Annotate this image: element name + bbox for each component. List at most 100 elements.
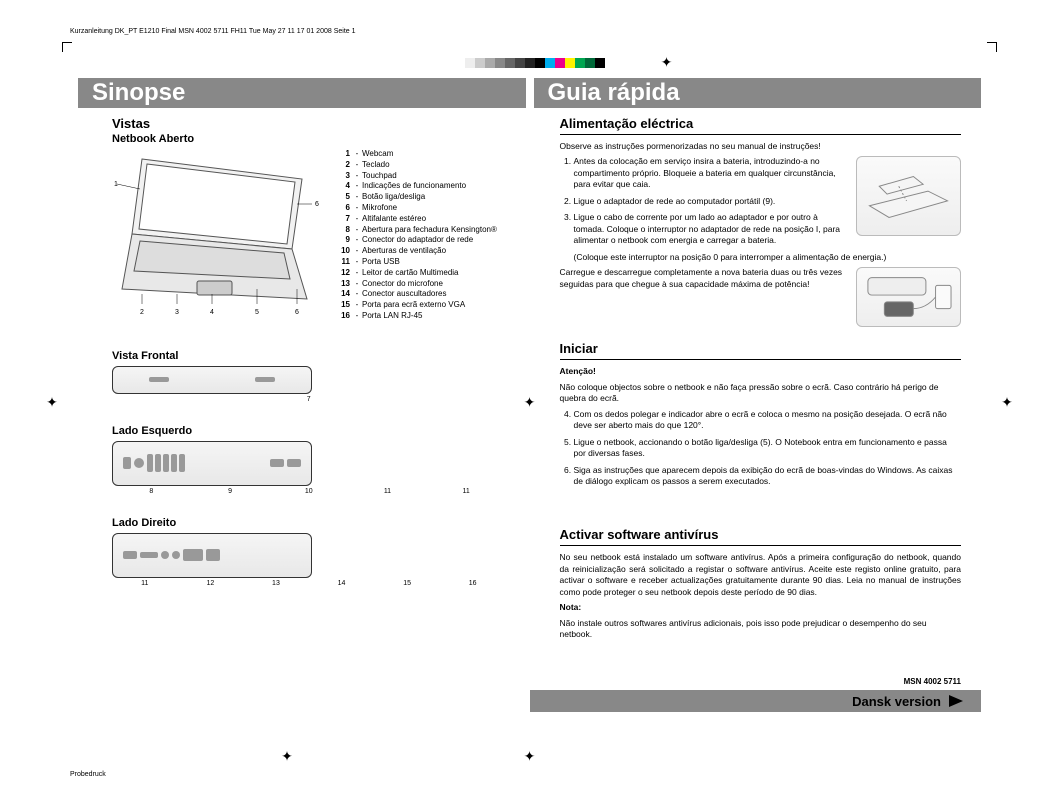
legend-row: 16-Porta LAN RJ-45 — [332, 311, 497, 322]
adapter-illustration — [856, 267, 961, 327]
section-heading: Vistas — [112, 116, 506, 131]
registration-mark-icon: ✦ — [523, 749, 537, 763]
svg-text:6: 6 — [315, 201, 319, 208]
legend-row: 9-Conector do adaptador de rede — [332, 235, 497, 246]
divider — [560, 134, 962, 135]
battery-insert-illustration — [856, 156, 961, 236]
sub-heading: Vista Frontal — [112, 350, 506, 362]
callout-number: 10 — [269, 488, 348, 495]
sub-heading: Netbook Aberto — [112, 133, 506, 145]
page-title: Sinopse — [92, 79, 185, 107]
legend-num: 7 — [332, 214, 352, 225]
step-item: Com os dedos polegar e indicador abre o … — [574, 409, 962, 432]
legend-row: 2-Teclado — [332, 160, 497, 171]
color-swatch — [585, 58, 595, 68]
title-bar-left: Sinopse — [78, 78, 526, 108]
arrow-right-icon — [949, 695, 963, 707]
left-side-illustration — [112, 441, 312, 486]
msn-code: MSN 4002 5711 — [904, 677, 961, 686]
legend-label: Porta USB — [362, 257, 497, 268]
probe-label: Probedruck — [70, 771, 106, 778]
sub-heading: Lado Direito — [112, 517, 506, 529]
legend-label: Altifalante estéreo — [362, 214, 497, 225]
right-page: Guia rápida Alimentação eléctrica Observ… — [530, 78, 982, 740]
right-side-labels: 111213141516 — [112, 580, 506, 587]
crop-mark — [62, 42, 72, 52]
legend-num: 3 — [332, 171, 352, 182]
start-steps-list: Com os dedos polegar e indicador abre o … — [560, 409, 962, 488]
parts-legend: 1-Webcam2-Teclado3-Touchpad4-Indicações … — [332, 149, 497, 322]
sub-heading: Lado Esquerdo — [112, 425, 506, 437]
callout-number: 12 — [178, 580, 244, 587]
legend-num: 11 — [332, 257, 352, 268]
divider — [560, 359, 962, 360]
callout-number: 14 — [309, 580, 375, 587]
legend-row: 6-Mikrofone — [332, 203, 497, 214]
legend-row: 15-Porta para ecrã externo VGA — [332, 300, 497, 311]
print-header: Kurzanleitung DK_PT E1210 Final MSN 4002… — [70, 28, 356, 35]
legend-num: 8 — [332, 225, 352, 236]
legend-row: 12-Leitor de cartão Multimedia — [332, 268, 497, 279]
legend-label: Porta para ecrã externo VGA — [362, 300, 497, 311]
left-side-labels: 89101111 — [112, 488, 506, 495]
svg-text:3: 3 — [175, 309, 179, 316]
color-swatch — [475, 58, 485, 68]
svg-text:5: 5 — [255, 309, 259, 316]
callout-number: 9 — [191, 488, 270, 495]
note-text: Não instale outros softwares antivírus a… — [560, 618, 962, 641]
step-item: Siga as instruções que aparecem depois d… — [574, 465, 962, 488]
registration-mark-icon: ✦ — [45, 395, 59, 409]
legend-label: Abertura para fechadura Kensington® — [362, 225, 497, 236]
legend-row: 4-Indicações de funcionamento — [332, 181, 497, 192]
intro-text: Observe as instruções pormenorizadas no … — [560, 141, 962, 152]
registration-mark-icon: ✦ — [280, 749, 294, 763]
left-page: Sinopse Vistas Netbook Aberto — [78, 78, 530, 740]
color-swatch — [495, 58, 505, 68]
color-swatch — [535, 58, 545, 68]
legend-label: Webcam — [362, 149, 497, 160]
section-heading: Activar software antivírus — [560, 527, 962, 542]
color-swatch — [465, 58, 475, 68]
color-calibration-bar — [455, 58, 605, 68]
legend-label: Botão liga/desliga — [362, 192, 497, 203]
version-bar: Dansk version — [530, 690, 982, 712]
callout-number: 15 — [374, 580, 440, 587]
legend-row: 8-Abertura para fechadura Kensington® — [332, 225, 497, 236]
legend-num: 14 — [332, 289, 352, 300]
legend-label: Conector do adaptador de rede — [362, 235, 497, 246]
front-view-illustration — [112, 366, 312, 394]
legend-row: 14-Conector auscultadores — [332, 289, 497, 300]
legend-num: 5 — [332, 192, 352, 203]
color-swatch — [595, 58, 605, 68]
legend-row: 5-Botão liga/desliga — [332, 192, 497, 203]
step-note: (Coloque este interruptor na posição 0 p… — [560, 252, 962, 263]
color-swatch — [525, 58, 535, 68]
legend-num: 12 — [332, 268, 352, 279]
legend-num: 13 — [332, 279, 352, 290]
legend-row: 7-Altifalante estéreo — [332, 214, 497, 225]
legend-label: Porta LAN RJ-45 — [362, 311, 497, 322]
legend-label: Teclado — [362, 160, 497, 171]
legend-row: 3-Touchpad — [332, 171, 497, 182]
legend-label: Conector auscultadores — [362, 289, 497, 300]
legend-num: 6 — [332, 203, 352, 214]
callout-number: 11 — [112, 580, 178, 587]
callout-number: 11 — [348, 488, 427, 495]
warning-text: Não coloque objectos sobre o netbook e n… — [560, 382, 962, 405]
legend-label: Mikrofone — [362, 203, 497, 214]
legend-label: Conector do microfone — [362, 279, 497, 290]
note-label: Nota: — [560, 602, 582, 612]
callout-number: 16 — [440, 580, 506, 587]
callout-number: 11 — [427, 488, 506, 495]
color-swatch — [575, 58, 585, 68]
svg-text:1: 1 — [114, 181, 118, 188]
svg-text:2: 2 — [140, 309, 144, 316]
callout-number: 13 — [243, 580, 309, 587]
registration-mark-icon: ✦ — [1000, 395, 1014, 409]
section-heading: Alimentação eléctrica — [560, 116, 962, 131]
footer: Mais informações estão disponíveis na do… — [530, 695, 982, 712]
callout-number: 8 — [112, 488, 191, 495]
legend-num: 15 — [332, 300, 352, 311]
legend-label: Touchpad — [362, 171, 497, 182]
page-title: Guia rápida — [548, 79, 680, 107]
